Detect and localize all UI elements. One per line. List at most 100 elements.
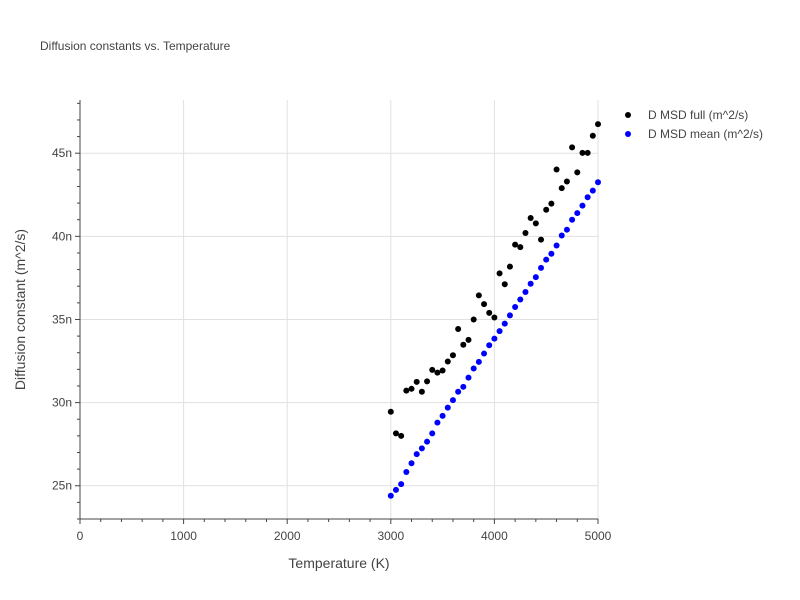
data-point	[486, 309, 493, 316]
data-point	[403, 387, 410, 394]
data-point	[387, 492, 394, 499]
data-point	[517, 244, 524, 251]
x-tick-label: 1000	[170, 529, 197, 543]
data-point	[424, 378, 431, 385]
data-point	[548, 200, 555, 207]
data-point	[413, 451, 420, 458]
chart-title: Diffusion constants vs. Temperature	[40, 39, 231, 53]
data-point	[517, 296, 524, 303]
data-point	[439, 412, 446, 419]
data-point	[579, 202, 586, 209]
data-point	[465, 336, 472, 343]
x-tick-label: 4000	[481, 529, 508, 543]
data-point	[408, 385, 415, 392]
data-point	[481, 350, 488, 357]
data-point	[558, 232, 565, 239]
data-point	[398, 481, 405, 488]
data-point	[538, 236, 545, 243]
x-axis: 0 1000 2000 3000 4000 5000	[77, 518, 612, 543]
data-point	[527, 280, 534, 287]
data-point	[486, 342, 493, 349]
y-tick-label: 45n	[52, 146, 72, 160]
series-2	[387, 179, 601, 499]
data-point	[595, 179, 601, 186]
data-point	[496, 328, 503, 335]
data-point	[475, 358, 482, 365]
grid-lines	[80, 100, 599, 519]
data-point	[527, 215, 534, 222]
data-point	[532, 274, 539, 281]
data-point	[398, 432, 405, 439]
data-point	[387, 408, 394, 415]
data-point	[455, 388, 462, 395]
data-point	[558, 185, 565, 192]
data-point	[403, 468, 410, 475]
data-point	[470, 365, 477, 372]
x-tick-label: 5000	[585, 529, 612, 543]
x-axis-title: Temperature (K)	[288, 555, 389, 571]
data-point	[434, 419, 441, 426]
y-tick-label: 25n	[52, 479, 72, 493]
data-point	[522, 230, 529, 237]
data-point	[595, 121, 601, 128]
data-point	[408, 460, 415, 467]
data-point	[512, 241, 519, 248]
data-point	[465, 374, 472, 381]
data-point	[491, 314, 498, 321]
data-point	[532, 220, 539, 227]
y-axis-title: Diffusion constant (m^2/s)	[12, 229, 28, 390]
data-points	[387, 121, 601, 499]
data-point	[413, 378, 420, 385]
data-point	[434, 369, 441, 376]
data-point	[589, 187, 596, 194]
data-point	[491, 335, 498, 342]
y-tick-label: 40n	[52, 229, 72, 243]
data-point	[418, 388, 425, 395]
data-point	[506, 312, 513, 319]
data-point	[392, 430, 399, 437]
data-point	[522, 289, 529, 296]
data-point	[470, 316, 477, 323]
data-point	[455, 325, 462, 332]
data-point	[584, 149, 591, 156]
data-point	[553, 166, 560, 173]
data-point	[429, 430, 436, 437]
data-point	[429, 366, 436, 373]
y-axis: 25n 30n 35n 40n 45n	[52, 100, 81, 520]
data-point	[501, 320, 508, 327]
data-point	[424, 438, 431, 445]
legend[interactable]: D MSD full (m^2/s) D MSD mean (m^2/s)	[625, 108, 763, 141]
data-point	[460, 341, 467, 348]
data-point	[501, 281, 508, 288]
data-point	[569, 144, 576, 151]
data-point	[584, 194, 591, 201]
data-point	[543, 256, 550, 263]
data-point	[449, 397, 456, 404]
data-point	[538, 264, 545, 271]
legend-marker	[625, 131, 631, 137]
data-point	[444, 404, 451, 411]
legend-item-label[interactable]: D MSD full (m^2/s)	[648, 108, 748, 122]
data-point	[548, 250, 555, 257]
data-point	[418, 445, 425, 452]
data-point	[475, 292, 482, 299]
legend-item-label[interactable]: D MSD mean (m^2/s)	[648, 127, 763, 141]
y-tick-label: 30n	[52, 396, 72, 410]
data-point	[444, 358, 451, 365]
data-point	[460, 383, 467, 390]
x-tick-label: 2000	[274, 529, 301, 543]
data-point	[496, 270, 503, 277]
data-point	[543, 206, 550, 213]
data-point	[579, 149, 586, 156]
x-tick-label: 0	[77, 529, 84, 543]
x-tick-label: 3000	[377, 529, 404, 543]
data-point	[481, 301, 488, 308]
data-point	[589, 132, 596, 139]
data-point	[439, 367, 446, 374]
data-point	[569, 216, 576, 223]
data-point	[392, 486, 399, 493]
data-point	[563, 178, 570, 185]
data-point	[512, 304, 519, 311]
data-point	[574, 210, 581, 217]
